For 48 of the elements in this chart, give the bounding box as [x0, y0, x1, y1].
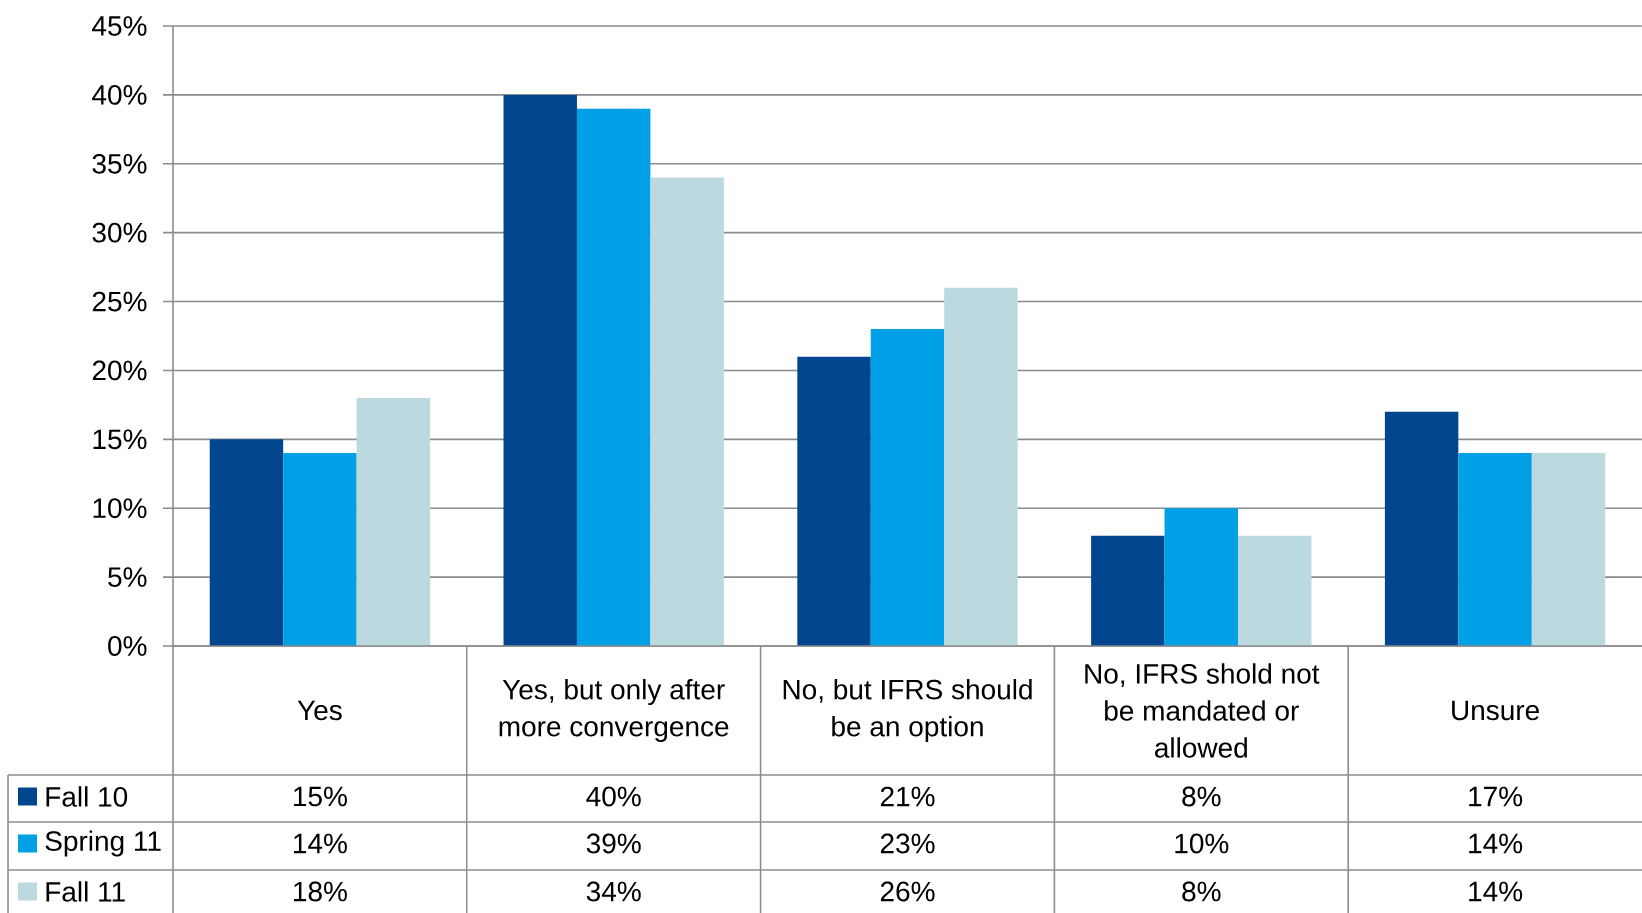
bar [944, 287, 1018, 646]
bar [283, 453, 357, 646]
data-label: 34% [586, 881, 641, 902]
data-label: 21% [880, 786, 935, 807]
data-label: 14% [1469, 833, 1523, 854]
bar [1164, 508, 1238, 646]
legend-label: Fall 11 [46, 881, 125, 902]
x-tick-label: No, but IFRS should be an option [783, 678, 1032, 743]
bar [1458, 453, 1532, 646]
bar [1531, 453, 1606, 646]
x-tick-label: Yes, but only after more convergence [499, 678, 729, 743]
bar [650, 177, 724, 646]
x-tick-label: Yes [297, 700, 342, 721]
legend-label: Fall 10 [46, 786, 128, 807]
y-tick-label: 45% [92, 16, 147, 36]
data-label: 17% [1469, 786, 1523, 807]
legend-label: Spring 11 [45, 830, 161, 857]
y-tick-label: 20% [92, 360, 147, 381]
bar [356, 398, 431, 646]
data-label: 8% [1182, 881, 1221, 902]
bar [209, 439, 284, 646]
y-tick-label: 0% [108, 636, 147, 656]
y-tick-label: 35% [92, 153, 147, 174]
data-label: 23% [880, 833, 935, 854]
y-tick-label: 40% [92, 84, 147, 105]
y-tick-label: 25% [92, 291, 147, 312]
data-label: 14% [294, 833, 347, 854]
y-tick-label: 10% [93, 498, 147, 519]
data-label: 26% [880, 881, 935, 902]
y-tick-label: 30% [92, 222, 147, 243]
bar [870, 329, 945, 646]
bar [503, 94, 577, 646]
data-label: 14% [1469, 881, 1523, 902]
data-label: 10% [1175, 833, 1229, 854]
y-tick-label: 5% [108, 567, 147, 587]
data-label: 15% [294, 786, 347, 807]
bar [576, 108, 651, 646]
x-tick-label: Unsure [1452, 700, 1539, 721]
data-label: 18% [294, 881, 347, 902]
data-label: 39% [586, 833, 641, 854]
data-label: 8% [1182, 786, 1221, 807]
bar [797, 356, 871, 646]
data-label: 40% [586, 786, 641, 807]
y-tick-label: 15% [93, 429, 147, 450]
bar [1238, 535, 1312, 646]
bar [1384, 411, 1459, 646]
bar [1091, 535, 1165, 646]
x-tick-label: No, IFRS shold not be mandated or allowed [1085, 663, 1320, 758]
